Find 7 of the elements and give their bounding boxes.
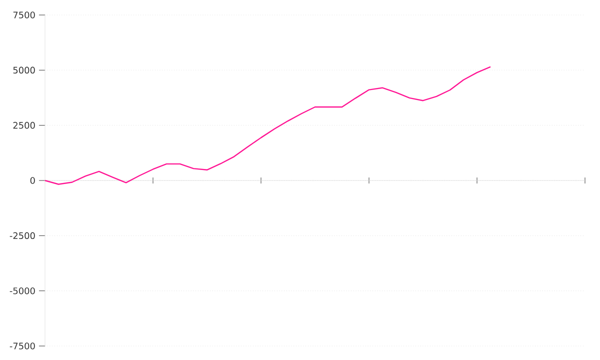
y-tick-label: -5000 [10,287,35,294]
y-tick-label: -7500 [10,342,35,350]
y-tick-label: 0 [30,177,35,184]
y-tick-label: 7500 [13,12,35,18]
y-tick-label: 2500 [13,122,35,129]
y-tick-label: 5000 [13,66,35,74]
y-tick-label: -2500 [10,232,35,240]
